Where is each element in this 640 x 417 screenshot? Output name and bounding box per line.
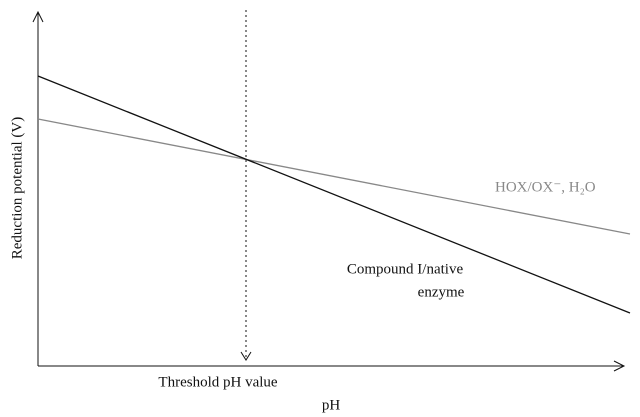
threshold-label: Threshold pH value (158, 374, 277, 390)
x-axis-label: pH (322, 397, 341, 413)
compound-label: Compound I/native (347, 261, 464, 277)
x-axis-arrow (613, 360, 626, 372)
y-axis-arrow (32, 10, 44, 23)
threshold-arrow (240, 351, 252, 361)
compound-line (37, 75, 631, 314)
compound-label: enzyme (418, 284, 465, 300)
y-axis-label: Reduction potential (V) (9, 117, 25, 259)
hox-label: HOX/OX⁻, H₂O (495, 179, 596, 195)
hox-line (37, 118, 631, 235)
